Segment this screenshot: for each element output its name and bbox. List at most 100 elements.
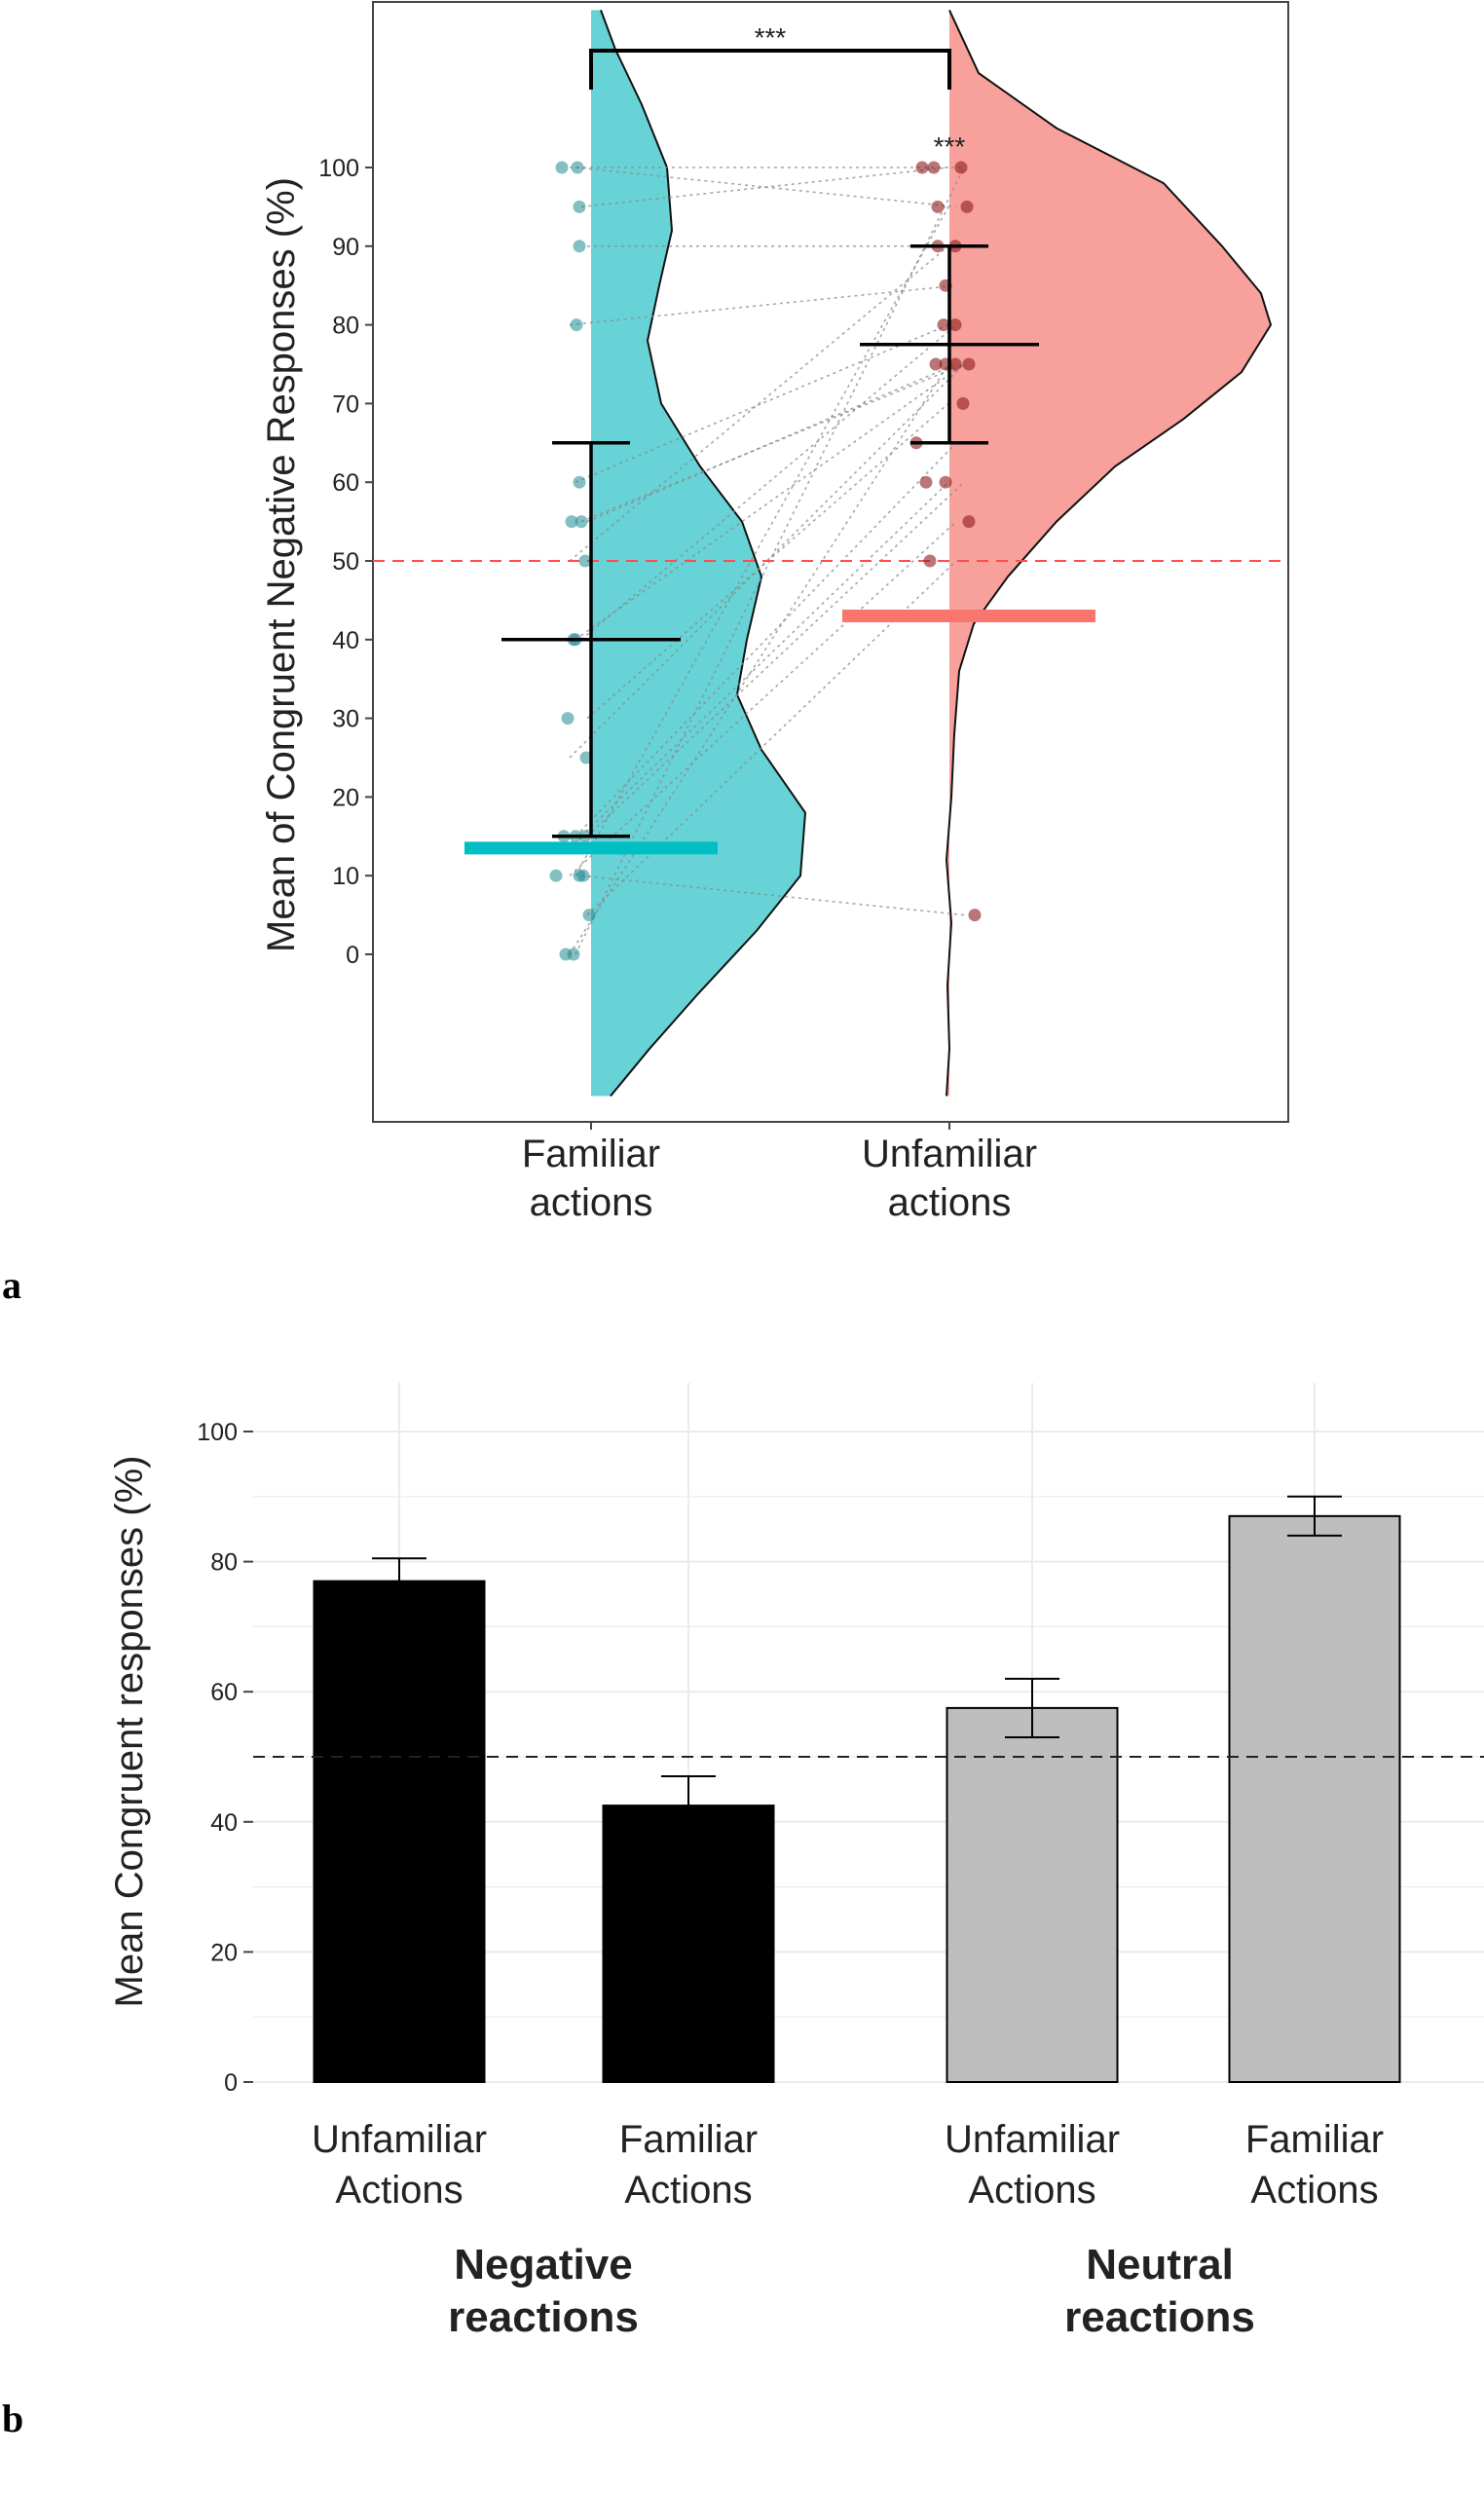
y-tick-label: 20 (210, 1939, 238, 1966)
y-tick-label: 80 (332, 313, 359, 340)
familiar-point (573, 240, 586, 253)
y-tick-label: 80 (210, 1549, 238, 1577)
unfamiliar-point (956, 396, 970, 410)
x-category-label: Unfamiliar actions (862, 1133, 1037, 1224)
unfamiliar-point (948, 357, 962, 371)
paired-line (569, 245, 949, 562)
paired-line (569, 363, 949, 955)
familiar-point (582, 909, 596, 922)
facet-label-line: reactions (1064, 2293, 1255, 2341)
paired-line (586, 363, 957, 523)
familiar-point (565, 515, 578, 529)
familiar-point (549, 869, 563, 882)
x-category-label: Familiar Actions (619, 2118, 758, 2212)
x-category-label-line: Unfamiliar (945, 2118, 1120, 2161)
significance-bracket (589, 49, 951, 90)
y-tick-label: 40 (332, 627, 359, 654)
facet-label-line: Negative (454, 2241, 632, 2288)
unfamiliar-point (915, 161, 929, 174)
x-category-label: Familiar actions (522, 1133, 660, 1224)
unfamiliar-point (948, 318, 962, 332)
unfamiliar-point (927, 161, 941, 174)
unfamiliar-point (962, 515, 976, 529)
x-category-label-line: Actions (1250, 2169, 1378, 2212)
unfamiliar-point (960, 200, 974, 213)
y-axis-title: Mean Congruent responses (%) (108, 1456, 151, 2008)
unfamiliar-point (923, 554, 937, 568)
x-category-label-line: Unfamiliar (312, 2118, 487, 2161)
unfamiliar-point (931, 200, 945, 213)
bar (946, 1706, 1119, 2083)
paired-line (569, 363, 965, 759)
familiar-point (573, 200, 586, 213)
y-tick-label: 50 (332, 548, 359, 576)
significance-label: *** (755, 22, 787, 53)
unfamiliar-violin-outline (945, 9, 1273, 1097)
x-category-label: Familiar Actions (1245, 2118, 1384, 2212)
familiar-point (561, 712, 575, 726)
x-category-label-line: actions (530, 1181, 653, 1224)
familiar-point (571, 161, 584, 174)
bar (313, 1580, 486, 2083)
y-tick-label: 30 (332, 706, 359, 733)
familiar-point (567, 948, 580, 961)
x-category-label-line: Familiar (619, 2118, 758, 2161)
y-tick-label: 0 (224, 2069, 238, 2097)
x-category-label-line: Unfamiliar (862, 1133, 1037, 1175)
paired-line (580, 481, 949, 837)
unfamiliar-point (954, 161, 968, 174)
facet-label-line: reactions (448, 2293, 639, 2341)
panel-a-letter: a (2, 1263, 21, 1307)
x-category-label-line: actions (888, 1181, 1012, 1224)
chance-significance-label: *** (934, 131, 966, 162)
paired-line (580, 363, 965, 523)
x-category-label-line: Actions (968, 2169, 1095, 2212)
familiar-point (570, 318, 583, 332)
bar-chart: Unfamiliar Actions Familiar Actions Negative… (108, 1383, 1484, 2341)
y-tick-label: 20 (332, 784, 359, 811)
paired-line (569, 521, 957, 876)
y-tick-label: 100 (318, 155, 359, 182)
familiar-violin-outline (600, 10, 807, 1098)
familiar-point (575, 515, 588, 529)
x-category-label-line: Actions (335, 2169, 463, 2212)
facet-label: Neutral reactions (1064, 2241, 1255, 2341)
familiar-point (576, 869, 590, 882)
familiar-point (573, 475, 586, 489)
unfamiliar-point (937, 318, 950, 332)
x-category-label: Unfamiliar Actions (945, 2118, 1120, 2212)
raincloud-chart: *** *** 0 10 20 30 40 50 60 70 80 90 100 Familiar acti… (260, 1, 1289, 1224)
paired-line (580, 167, 949, 208)
y-tick-label: 0 (346, 942, 359, 969)
x-category-label: Unfamiliar Actions (312, 2118, 487, 2212)
paired-line (580, 874, 965, 916)
x-category-label-line: Actions (624, 2169, 752, 2212)
unfamiliar-violin-fill (946, 10, 1271, 1097)
familiar-point (555, 161, 569, 174)
paired-line (575, 363, 965, 641)
x-category-label-line: Familiar (1245, 2118, 1384, 2161)
facet-label-line: Neutral (1086, 2241, 1234, 2288)
y-tick-label: 70 (332, 391, 359, 418)
familiar-point (578, 554, 592, 568)
unfamiliar-point (919, 475, 933, 489)
paired-line (586, 481, 965, 837)
facet-label: Negative reactions (448, 2241, 639, 2341)
y-tick-label: 40 (210, 1809, 238, 1837)
paired-line (575, 206, 949, 876)
panel-b-letter: b (2, 2397, 24, 2440)
unfamiliar-point (929, 357, 943, 371)
unfamiliar-point (968, 909, 982, 922)
bar (602, 1805, 775, 2083)
y-tick-label: 60 (210, 1679, 238, 1706)
y-tick-label: 10 (332, 863, 359, 890)
bar (1228, 1514, 1401, 2083)
x-category-label-line: Familiar (522, 1133, 660, 1175)
y-tick-label: 100 (197, 1419, 238, 1446)
y-axis-title: Mean of Congruent Negative Responses (%) (260, 177, 303, 952)
y-tick-label: 90 (332, 234, 359, 261)
unfamiliar-point (962, 357, 976, 371)
unfamiliar-point (939, 475, 952, 489)
y-tick-label: 60 (332, 469, 359, 497)
paired-line (575, 442, 957, 837)
